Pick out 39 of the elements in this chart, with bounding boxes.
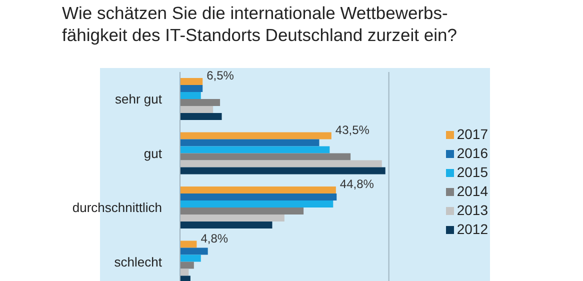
bar bbox=[180, 240, 197, 248]
data-label: 6,5% bbox=[206, 68, 234, 82]
data-label: 44,8% bbox=[340, 177, 374, 191]
bar bbox=[180, 153, 351, 160]
bar bbox=[180, 146, 330, 154]
legend-label: 2014 bbox=[456, 182, 488, 201]
bar bbox=[180, 200, 334, 208]
legend-label: 2015 bbox=[456, 163, 488, 182]
bar bbox=[180, 132, 332, 140]
legend-label: 2016 bbox=[456, 144, 488, 163]
bar bbox=[180, 208, 304, 214]
bar bbox=[180, 276, 190, 281]
y-tick-label: durchschnittlich bbox=[72, 200, 162, 216]
bar bbox=[180, 194, 337, 200]
bar bbox=[180, 248, 208, 255]
y-tick-label: schlecht bbox=[114, 254, 162, 270]
data-label: 4,8% bbox=[200, 231, 228, 246]
bar bbox=[180, 106, 214, 113]
y-tick-label: gut bbox=[144, 146, 162, 161]
bar bbox=[180, 113, 222, 120]
legend-label: 2012 bbox=[456, 220, 488, 239]
bar bbox=[180, 214, 284, 222]
bar bbox=[180, 78, 203, 85]
legend-label: 2017 bbox=[456, 125, 488, 144]
bar bbox=[180, 92, 201, 99]
bar bbox=[180, 254, 201, 262]
bar bbox=[180, 139, 320, 146]
bar bbox=[180, 262, 194, 269]
legend-label: 2013 bbox=[456, 201, 488, 220]
bar bbox=[180, 160, 382, 168]
chart-title: Wie schätzen Sie die internationale Wettbewerbs- fähigkeit des IT-Standorts Deutschland zurzeit ein? bbox=[62, 2, 457, 46]
bar bbox=[180, 99, 220, 106]
bar bbox=[180, 85, 203, 92]
bar bbox=[180, 222, 272, 228]
bar bbox=[180, 186, 336, 194]
y-tick-label: sehr gut bbox=[115, 92, 162, 107]
bar bbox=[180, 167, 386, 174]
bar bbox=[180, 268, 189, 276]
data-label: 43,5% bbox=[335, 122, 370, 137]
